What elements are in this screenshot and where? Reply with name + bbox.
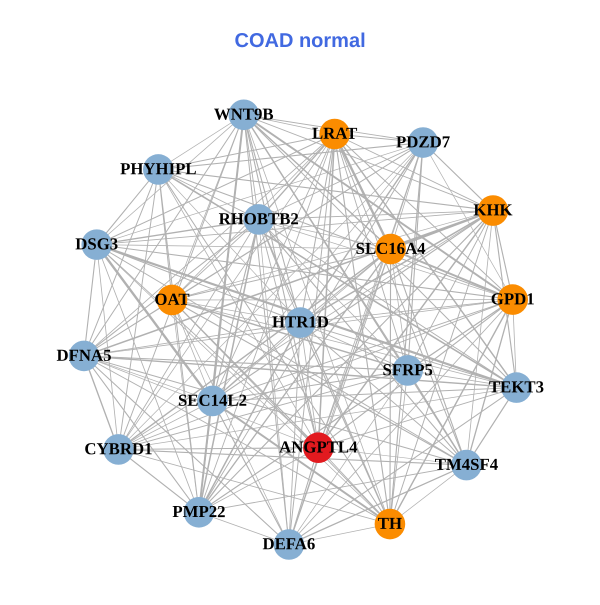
svg-text:GPD1: GPD1 — [491, 289, 535, 308]
svg-text:KHK: KHK — [473, 200, 512, 219]
svg-text:DFNA5: DFNA5 — [56, 346, 111, 365]
svg-text:SEC14L2: SEC14L2 — [178, 391, 247, 410]
svg-text:SLC16A4: SLC16A4 — [356, 239, 427, 258]
svg-text:PMP22: PMP22 — [172, 502, 225, 521]
svg-text:PHYHIPL: PHYHIPL — [120, 159, 196, 178]
svg-text:RHOBTB2: RHOBTB2 — [219, 209, 299, 228]
svg-text:TM4SF4: TM4SF4 — [435, 455, 499, 474]
svg-text:SFRP5: SFRP5 — [383, 360, 433, 379]
svg-text:WNT9B: WNT9B — [214, 105, 274, 124]
svg-text:ANGPTL4: ANGPTL4 — [279, 437, 358, 456]
svg-text:CYBRD1: CYBRD1 — [84, 439, 152, 458]
svg-text:PDZD7: PDZD7 — [396, 132, 450, 151]
svg-text:DEFA6: DEFA6 — [262, 534, 315, 553]
svg-text:DSG3: DSG3 — [75, 234, 118, 253]
svg-text:OAT: OAT — [154, 290, 189, 309]
svg-text:COAD normal: COAD normal — [235, 30, 366, 52]
svg-text:LRAT: LRAT — [312, 124, 357, 143]
svg-text:TH: TH — [378, 514, 402, 533]
svg-text:HTR1D: HTR1D — [272, 312, 329, 331]
svg-text:TEKT3: TEKT3 — [489, 377, 544, 396]
